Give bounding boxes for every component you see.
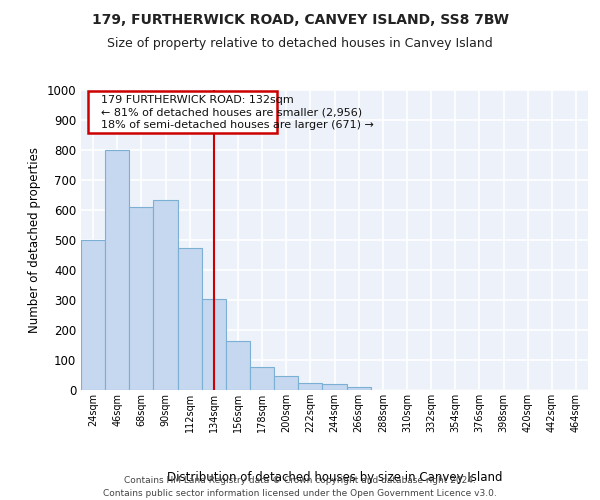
Text: 179, FURTHERWICK ROAD, CANVEY ISLAND, SS8 7BW: 179, FURTHERWICK ROAD, CANVEY ISLAND, SS… [91, 12, 509, 26]
Text: ← 81% of detached houses are smaller (2,956): ← 81% of detached houses are smaller (2,… [101, 108, 362, 118]
Bar [154, 200, 178, 390]
Bar [347, 387, 371, 390]
Bar [178, 248, 202, 390]
Text: Size of property relative to detached houses in Canvey Island: Size of property relative to detached ho… [107, 38, 493, 51]
Bar [322, 384, 347, 390]
Bar [274, 376, 298, 390]
X-axis label: Distribution of detached houses by size in Canvey Island: Distribution of detached houses by size … [167, 471, 502, 484]
Y-axis label: Number of detached properties: Number of detached properties [28, 147, 41, 333]
Text: 179 FURTHERWICK ROAD: 132sqm: 179 FURTHERWICK ROAD: 132sqm [101, 95, 293, 105]
Bar [226, 342, 250, 390]
Text: Contains HM Land Registry data © Crown copyright and database right 2024.: Contains HM Land Registry data © Crown c… [124, 476, 476, 485]
Bar [129, 207, 154, 390]
Bar [250, 366, 274, 390]
Bar [298, 382, 322, 390]
Bar [202, 298, 226, 390]
Text: Contains public sector information licensed under the Open Government Licence v3: Contains public sector information licen… [103, 489, 497, 498]
Bar [81, 240, 105, 390]
Bar [105, 150, 129, 390]
Text: 18% of semi-detached houses are larger (671) →: 18% of semi-detached houses are larger (… [101, 120, 374, 130]
FancyBboxPatch shape [88, 90, 277, 132]
